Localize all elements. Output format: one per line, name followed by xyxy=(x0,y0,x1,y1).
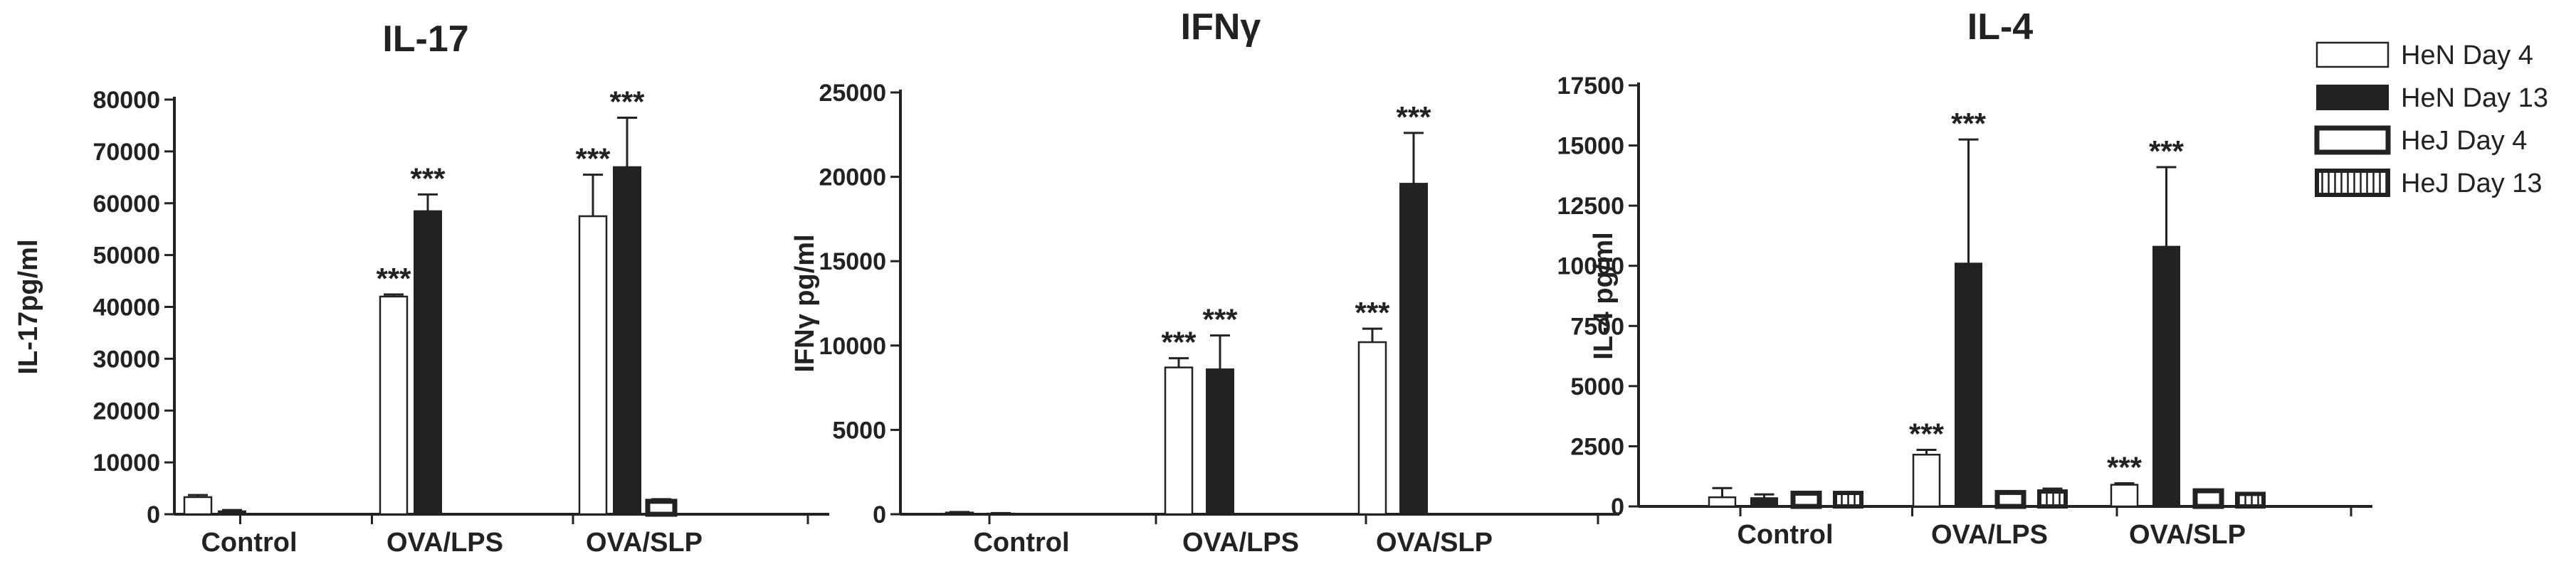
category-label: Control xyxy=(201,528,297,558)
bar xyxy=(1833,491,1863,509)
legend-label: HeJ Day 4 xyxy=(2401,126,2527,156)
significance-label: *** xyxy=(376,262,411,295)
category-label: Control xyxy=(973,528,1069,558)
bar xyxy=(2235,491,2266,509)
significance-label: *** xyxy=(1161,326,1197,359)
bar xyxy=(578,215,608,516)
legend-swatch xyxy=(2316,85,2389,110)
significance-label: *** xyxy=(1909,418,1945,451)
bar xyxy=(2192,488,2224,509)
y-tick-label: 10000 xyxy=(1557,253,1624,280)
panel-title: IFNγ xyxy=(1181,6,1261,48)
legend-label: HeN Day 13 xyxy=(2401,83,2548,113)
bar xyxy=(379,295,409,516)
category-label: OVA/SLP xyxy=(1376,528,1493,558)
il17-panel: IL-17 IL-17pg/ml 0 10000 20000 30000 40000 5000… xyxy=(14,18,829,558)
y-axis-label: IL-4 pg/ml xyxy=(1589,232,1619,359)
y-tick-label: 7500 xyxy=(1570,313,1624,340)
bar xyxy=(1790,490,1822,509)
significance-label: *** xyxy=(2149,134,2185,168)
y-tick-label: 60000 xyxy=(93,191,160,218)
y-axis-label: IL-17pg/ml xyxy=(14,239,43,374)
bar xyxy=(1912,454,1941,508)
bar xyxy=(1750,497,1778,507)
il4-panel: IL-4 IL-4 pg/ml 0 2500 5000 7500 10000 12500 150… xyxy=(1557,6,2372,550)
category-label: OVA/LPS xyxy=(1182,528,1299,558)
y-tick-label: 17500 xyxy=(1557,73,1624,100)
y-tick-label: 50000 xyxy=(93,243,160,270)
bar xyxy=(2037,489,2068,509)
legend: HeN Day 4 HeN Day 13 HeJ Day 4 HeJ Day 13 xyxy=(2314,41,2548,198)
y-tick-label: 0 xyxy=(873,501,886,528)
bar xyxy=(1708,496,1737,508)
bar xyxy=(2110,484,2139,508)
bar xyxy=(1955,262,1982,507)
legend-swatch xyxy=(2314,125,2391,155)
bar xyxy=(1399,183,1428,515)
significance-label: *** xyxy=(575,142,611,176)
panel-title: IL-4 xyxy=(1967,6,2034,48)
y-axis-label: IFNγ pg/ml xyxy=(790,234,820,372)
bar xyxy=(1164,366,1194,516)
legend-swatch xyxy=(2315,169,2390,197)
bar xyxy=(645,499,678,517)
y-tick-label: 80000 xyxy=(93,87,160,114)
bar xyxy=(183,496,213,516)
significance-label: *** xyxy=(1396,100,1431,134)
bar xyxy=(2152,245,2180,507)
y-tick-label: 15000 xyxy=(819,248,886,275)
y-tick-label: 15000 xyxy=(1557,133,1624,160)
bar xyxy=(1357,341,1387,516)
y-tick-label: 10000 xyxy=(93,450,160,477)
significance-label: *** xyxy=(1355,296,1390,329)
legend-label: HeN Day 4 xyxy=(2401,41,2533,70)
significance-label: *** xyxy=(1202,303,1238,336)
legend-label: HeJ Day 13 xyxy=(2401,169,2543,198)
category-label: OVA/SLP xyxy=(586,528,703,558)
significance-label: *** xyxy=(2107,451,2143,484)
significance-label: *** xyxy=(410,161,446,195)
y-tick-label: 20000 xyxy=(819,164,886,191)
category-label: OVA/LPS xyxy=(387,528,503,558)
ifng-panel: IFNγ IFNγ pg/ml 0 5000 10000 15000 20000 25000 C… xyxy=(790,6,1619,558)
y-tick-label: 30000 xyxy=(93,346,160,373)
bar xyxy=(613,166,641,516)
category-label: Control xyxy=(1737,520,1833,550)
category-label: OVA/LPS xyxy=(1931,520,2048,550)
bar xyxy=(1994,489,2026,509)
y-tick-label: 12500 xyxy=(1557,193,1624,220)
y-tick-label: 70000 xyxy=(93,139,160,166)
significance-label: *** xyxy=(1951,107,1987,140)
bar xyxy=(1206,368,1234,515)
legend-swatch xyxy=(2315,41,2390,68)
y-tick-label: 20000 xyxy=(93,398,160,425)
y-tick-label: 5000 xyxy=(1570,373,1624,400)
significance-label: *** xyxy=(609,85,645,119)
y-tick-label: 10000 xyxy=(819,333,886,360)
y-tick-label: 40000 xyxy=(93,294,160,321)
category-label: OVA/SLP xyxy=(2129,520,2246,550)
y-tick-label: 5000 xyxy=(832,417,886,444)
y-tick-label: 2500 xyxy=(1570,433,1624,460)
y-tick-label: 0 xyxy=(147,501,160,528)
panel-title: IL-17 xyxy=(382,18,468,60)
bar xyxy=(414,210,442,515)
y-tick-label: 25000 xyxy=(819,80,886,107)
y-tick-label: 0 xyxy=(1611,494,1624,521)
bar xyxy=(218,510,246,516)
